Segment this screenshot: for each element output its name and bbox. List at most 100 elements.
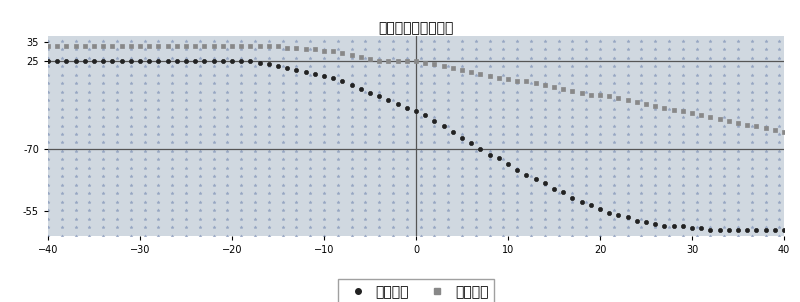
Point — [166, 56, 178, 60]
Point — [373, 98, 386, 103]
Point — [386, 89, 399, 94]
Point — [456, 182, 469, 187]
Point — [525, 89, 538, 94]
Point — [607, 157, 620, 162]
Point — [152, 225, 165, 230]
Point — [718, 174, 730, 179]
Point — [276, 216, 289, 221]
Point — [552, 216, 565, 221]
Point — [179, 216, 192, 221]
Point — [746, 81, 758, 86]
Point — [69, 123, 82, 128]
Point — [331, 72, 344, 77]
Point — [152, 64, 165, 69]
Point — [759, 81, 772, 86]
Point — [594, 182, 606, 187]
Point — [359, 233, 372, 238]
Point — [483, 56, 496, 60]
Point — [290, 233, 302, 238]
Point — [166, 89, 178, 94]
Point — [152, 199, 165, 204]
Point — [290, 208, 302, 213]
Point — [235, 157, 248, 162]
Point — [276, 106, 289, 111]
Point — [428, 98, 441, 103]
Point — [594, 165, 606, 170]
Point — [566, 47, 579, 52]
Point — [428, 216, 441, 221]
Point — [483, 39, 496, 43]
Point — [359, 98, 372, 103]
Point — [166, 199, 178, 204]
Point — [346, 115, 358, 120]
Point — [124, 165, 137, 170]
Point — [773, 39, 786, 43]
Point — [55, 140, 68, 145]
Point — [110, 140, 123, 145]
Point — [318, 199, 330, 204]
Point — [635, 191, 648, 196]
Point — [83, 72, 96, 77]
Point — [152, 56, 165, 60]
Point — [594, 132, 606, 137]
Point — [373, 89, 386, 94]
Point — [635, 47, 648, 52]
Point — [235, 199, 248, 204]
Point — [235, 165, 248, 170]
Point — [662, 115, 675, 120]
Point — [662, 157, 675, 162]
Point — [649, 115, 662, 120]
Point — [511, 140, 524, 145]
Point — [318, 56, 330, 60]
Point — [318, 182, 330, 187]
Point — [152, 165, 165, 170]
Point — [97, 182, 110, 187]
Point — [731, 208, 744, 213]
Point — [138, 47, 151, 52]
Point — [55, 233, 68, 238]
Point — [731, 191, 744, 196]
Point — [110, 157, 123, 162]
Point — [622, 89, 634, 94]
Point — [276, 115, 289, 120]
Point — [318, 39, 330, 43]
Point — [470, 115, 482, 120]
Point — [622, 39, 634, 43]
Point — [635, 81, 648, 86]
Point — [138, 64, 151, 69]
Point — [276, 140, 289, 145]
Point — [346, 123, 358, 128]
Point — [55, 132, 68, 137]
Point — [456, 98, 469, 103]
Point — [55, 98, 68, 103]
Point — [304, 157, 317, 162]
Point — [456, 140, 469, 145]
Point — [594, 157, 606, 162]
Point — [69, 106, 82, 111]
Point — [55, 64, 68, 69]
Point — [262, 157, 275, 162]
Point — [124, 182, 137, 187]
Point — [662, 47, 675, 52]
Point — [773, 149, 786, 153]
Point — [331, 157, 344, 162]
Point — [221, 72, 234, 77]
Point — [511, 98, 524, 103]
Point — [552, 182, 565, 187]
Point — [386, 208, 399, 213]
Point — [746, 140, 758, 145]
Point — [69, 140, 82, 145]
Point — [373, 72, 386, 77]
Point — [538, 123, 551, 128]
Point — [55, 157, 68, 162]
Point — [635, 165, 648, 170]
Point — [580, 81, 593, 86]
Point — [290, 56, 302, 60]
Point — [262, 208, 275, 213]
Point — [318, 89, 330, 94]
Point — [731, 39, 744, 43]
Point — [538, 115, 551, 120]
Point — [249, 115, 262, 120]
Point — [635, 123, 648, 128]
Point — [580, 72, 593, 77]
